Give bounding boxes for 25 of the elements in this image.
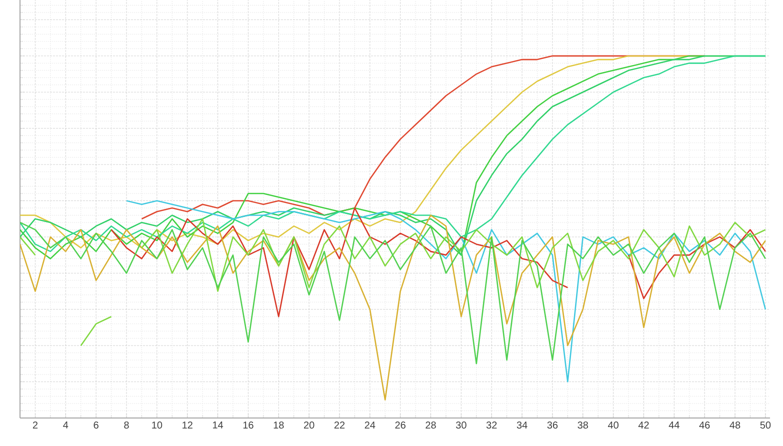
x-tick-label: 48	[730, 422, 740, 429]
x-tick-label: 38	[578, 422, 588, 429]
x-tick-label: 12	[182, 422, 192, 428]
x-tick-label: 32	[486, 422, 497, 429]
x-tick-label: 16	[243, 422, 254, 429]
x-tick-label: 8	[124, 422, 129, 429]
x-tick-label: 2	[32, 422, 38, 428]
x-tick-label: 46	[699, 422, 710, 429]
x-tick-label: 14	[212, 422, 224, 428]
x-tick-label: 36	[547, 422, 558, 429]
x-tick-label: 24	[364, 422, 376, 428]
x-tick-label: 42	[638, 422, 649, 428]
x-tick-label: 20	[304, 422, 314, 429]
x-tick-label: 18	[274, 422, 284, 429]
x-tick-label: 44	[668, 422, 680, 428]
x-tick-label: 30	[456, 422, 466, 429]
x-tick-label: 4	[63, 422, 68, 428]
x-tick-label: 6	[94, 422, 98, 429]
x-tick-label: 40	[608, 422, 618, 429]
x-tick-label: 34	[516, 422, 528, 429]
x-tick-label: 26	[395, 422, 406, 429]
x-tick-label: 50	[760, 422, 771, 429]
x-tick-label: 28	[426, 422, 436, 429]
x-tick-label: 10	[152, 422, 162, 429]
x-tick-label: 22	[334, 422, 345, 428]
